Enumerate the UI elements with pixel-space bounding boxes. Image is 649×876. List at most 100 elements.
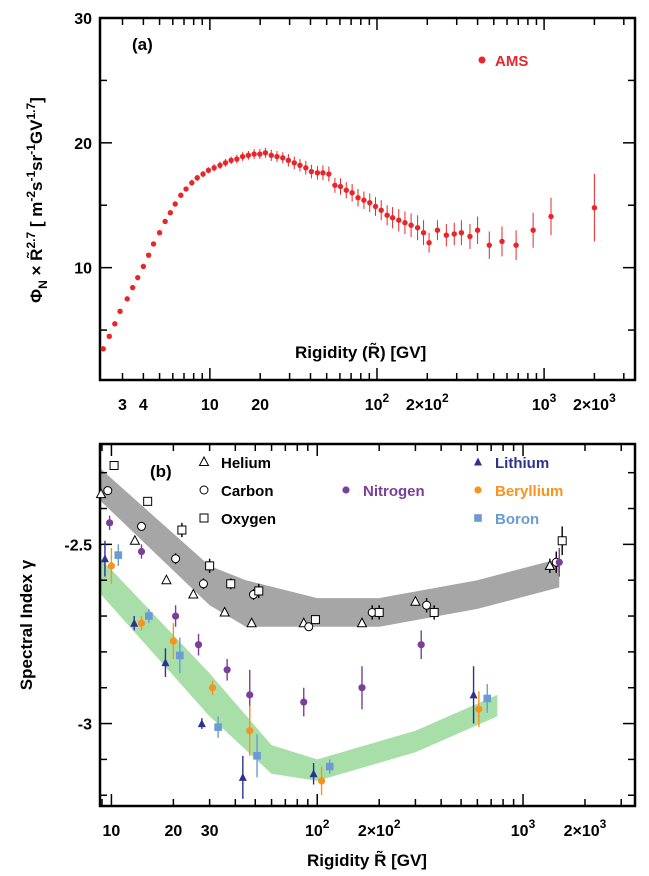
data-point	[211, 165, 217, 171]
panel-b-ticks	[100, 444, 635, 806]
data-point	[358, 684, 366, 692]
data-point	[194, 641, 203, 649]
data-point	[198, 579, 208, 589]
data-point	[451, 231, 457, 237]
legend-marker	[342, 486, 350, 494]
data-point	[548, 213, 554, 220]
x-tick-label: 10	[103, 823, 121, 840]
x-tick-label: 103	[532, 391, 557, 414]
data-point	[304, 622, 314, 632]
data-point	[280, 155, 286, 161]
data-point	[474, 227, 481, 233]
data-point	[112, 321, 118, 327]
panel-b-ytick-labels: -2.5 -3	[64, 537, 92, 733]
y-tick-label: 10	[74, 261, 92, 278]
data-point	[234, 156, 240, 162]
data-point	[223, 666, 231, 674]
data-point	[367, 200, 373, 206]
data-point	[253, 752, 261, 760]
data-point	[136, 521, 146, 531]
panel-a: 3 4 10 20 102 2×102 103 2×103 10 20 30 (a) AMS Ri…	[24, 11, 637, 414]
data-point	[162, 218, 168, 225]
data-point	[177, 525, 187, 535]
data-point	[140, 263, 147, 270]
data-point	[326, 171, 332, 177]
panel-b: 10 20 30 102 2×102 103 2×103 -2.5 -3 (b) Helium…	[17, 442, 637, 870]
panel-a-data	[100, 147, 598, 352]
data-point	[107, 562, 116, 570]
data-point	[124, 296, 130, 302]
data-point	[246, 691, 254, 699]
data-point	[222, 160, 229, 166]
data-point	[171, 612, 180, 620]
legend-label: Lithium	[495, 455, 549, 472]
panel-b-x-axis-title: Rigidity R̃ [GV]	[307, 850, 427, 870]
data-point	[103, 486, 113, 496]
panel-b-data	[95, 461, 567, 799]
data-point	[389, 215, 396, 221]
data-point	[555, 558, 563, 566]
panel-b-frame	[98, 442, 637, 808]
data-point	[303, 165, 309, 171]
x-tick-label: 103	[511, 817, 536, 840]
data-point	[320, 170, 326, 176]
data-point	[251, 151, 257, 157]
x-tick-label: 10	[201, 397, 219, 414]
panel-b-y-axis-title: Spectral Index γ	[17, 559, 36, 690]
x-tick-label: 102	[365, 391, 390, 414]
data-point	[314, 170, 321, 176]
panel-a-frame	[98, 16, 637, 382]
data-point	[137, 547, 146, 556]
panel-a-label: (a)	[132, 35, 153, 54]
legend-marker	[199, 485, 209, 495]
panel-a-y-axis-title: ΦN × R̃2.7 [ m-2s-1sr-1GV1.7]	[24, 97, 50, 303]
data-point	[135, 274, 141, 281]
data-point	[239, 153, 246, 160]
data-point	[297, 162, 303, 168]
y-tick-label: 20	[74, 136, 92, 153]
data-point	[467, 233, 473, 240]
panel-a-ticks	[100, 17, 635, 380]
x-tick-label: 2×102	[406, 391, 449, 414]
data-point	[309, 769, 318, 778]
panel-a-ytick-labels: 10 20 30	[74, 11, 92, 278]
data-point	[483, 694, 492, 703]
data-point	[145, 252, 152, 258]
legend-marker	[199, 513, 209, 523]
data-point	[591, 205, 598, 211]
data-point	[308, 168, 315, 175]
data-point	[161, 574, 172, 585]
y-tick-label: -3	[78, 717, 92, 734]
data-point	[402, 220, 408, 226]
data-point	[475, 705, 483, 713]
data-point	[106, 519, 114, 527]
data-point	[417, 641, 425, 649]
panel-b-legend: Helium Carbon Oxygen Nitrogen Lithium Berylli…	[198, 455, 563, 528]
data-point	[410, 595, 421, 606]
data-point	[544, 559, 556, 570]
data-point	[161, 658, 170, 667]
data-point	[408, 222, 414, 228]
data-point	[172, 201, 178, 207]
panel-b-label: (b)	[150, 462, 172, 481]
data-point	[228, 157, 234, 164]
data-point	[356, 617, 368, 628]
data-point	[178, 192, 184, 198]
data-point	[486, 242, 492, 248]
data-point	[372, 203, 379, 210]
data-point	[443, 232, 450, 238]
legend-marker	[474, 486, 482, 494]
data-point	[343, 187, 349, 193]
data-point	[245, 152, 252, 159]
panel-a-x-axis-title: Rigidity (R̃) [GV]	[295, 342, 426, 362]
panel-b-xtick-labels: 10 20 30 102 2×102 103 2×103	[103, 817, 607, 840]
legend-label: Beryllium	[495, 483, 563, 500]
x-tick-label: 102	[305, 817, 330, 840]
data-point	[332, 182, 338, 188]
data-point	[205, 167, 212, 173]
data-point	[429, 607, 439, 617]
data-point	[274, 153, 280, 160]
data-point	[325, 762, 334, 771]
data-point	[291, 160, 297, 166]
data-point	[219, 606, 230, 617]
